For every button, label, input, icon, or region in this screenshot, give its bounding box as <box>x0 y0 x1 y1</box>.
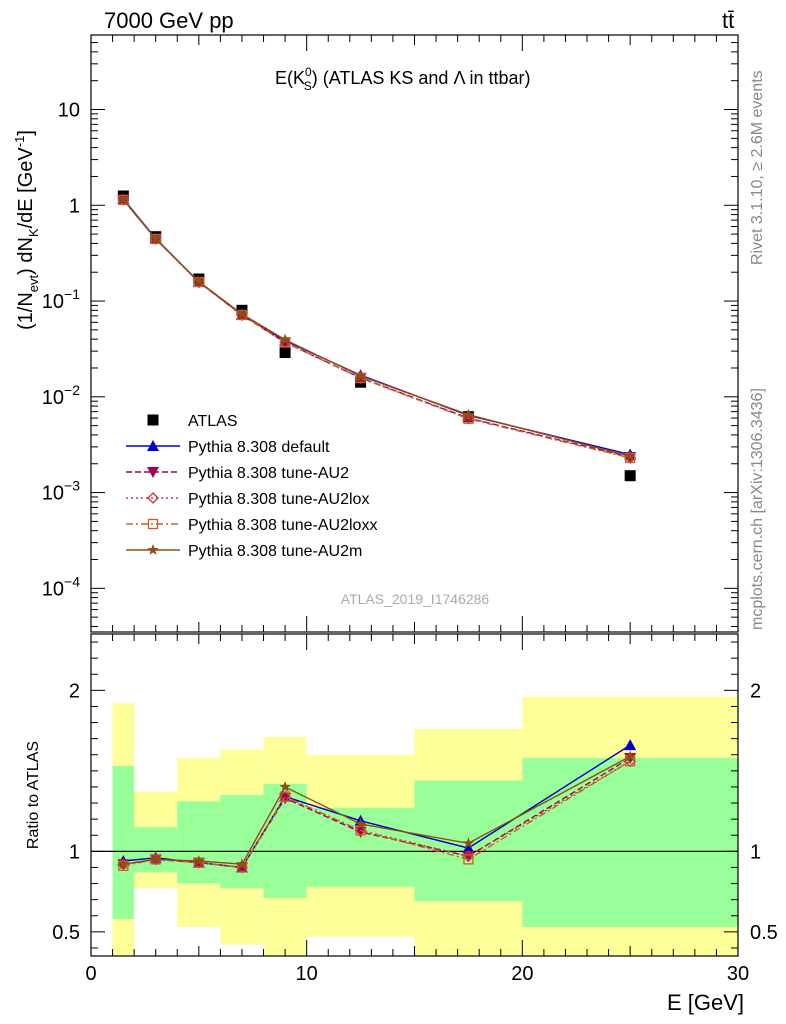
legend-label-AU2lox: Pythia 8.308 tune-AU2lox <box>188 491 369 508</box>
data-point-AU2m <box>462 408 475 420</box>
uncertainty-band-inner <box>177 801 221 884</box>
y-tick-label: 10−1 <box>42 286 80 313</box>
mcplots-label: mcplots.cern.ch [arXiv:1306.3436] <box>749 388 766 630</box>
ratio-panel: 0.5 0.51 12 20 10 20 30 Ratio to ATLAS E [GeV] <box>25 633 778 1015</box>
ratio-point-AU2 <box>279 793 292 805</box>
ratio-point-AU2m <box>462 837 475 849</box>
ratio-point-AU2loxx <box>463 854 474 865</box>
legend-label-atlas: ATLAS <box>188 413 238 430</box>
ratio-y-tick-label-right: 1 <box>750 841 761 863</box>
legend-label-AU2m: Pythia 8.308 tune-AU2m <box>188 543 362 560</box>
data-point-AU2m <box>149 232 162 244</box>
y-axis-label: (1/Nevt) dNK/dE [GeV-1] <box>12 130 41 330</box>
ratio-y-tick-label-right: 2 <box>750 680 761 702</box>
legend-marker-AU2m <box>147 544 159 555</box>
x-tick-label: 10 <box>296 963 318 985</box>
ratio-point-AU2m <box>354 817 367 829</box>
legend-label-AU2loxx: Pythia 8.308 tune-AU2loxx <box>188 517 377 534</box>
header-energy-label: 7000 GeV pp <box>104 8 234 33</box>
ratio-y-tick-label-left: 0.5 <box>52 922 80 944</box>
y-tick-label: 10−4 <box>42 573 80 600</box>
data-point-AU2m <box>279 333 291 345</box>
ratio-y-tick-label-left: 2 <box>69 680 80 702</box>
legend-marker-AU2lox <box>147 492 159 504</box>
legend-label-default: Pythia 8.308 default <box>188 439 330 456</box>
chart-title: E(K0 S) (ATLAS KS and Λ in ttbar) <box>275 65 531 93</box>
uncertainty-band-inner <box>134 827 178 873</box>
uncertainty-band-inner <box>522 757 738 928</box>
ratio-point-AU2m <box>279 780 291 792</box>
ratio-point-AU2m <box>624 750 636 762</box>
legend: ATLAS Pythia 8.308 default Pythia 8.308 tu… <box>126 413 377 560</box>
x-axis-label: E [GeV] <box>667 990 744 1015</box>
ratio-point-default <box>624 739 637 751</box>
data-point-AU2m <box>236 308 248 319</box>
y-tick-label: 10−2 <box>42 382 80 409</box>
y-tick-label: 10 <box>58 100 80 122</box>
ratio-point-default <box>462 842 475 854</box>
header-process-label: tt̄ <box>722 8 734 33</box>
data-point-AU2m <box>193 275 205 287</box>
ratio-point-AU2m <box>117 858 130 870</box>
y-tick-label: 1 <box>69 195 80 217</box>
legend-marker-AU2 <box>147 467 159 478</box>
uncertainty-band-inner <box>112 766 135 919</box>
data-point-atlas <box>624 470 636 482</box>
legend-marker-AU2loxx <box>147 518 159 530</box>
ratio-y-axis-label: Ratio to ATLAS <box>25 741 42 849</box>
data-point-AU2m <box>117 193 130 205</box>
x-tick-label: 30 <box>727 963 749 985</box>
analysis-watermark: ATLAS_2019_I1746286 <box>341 591 490 607</box>
x-tick-label: 20 <box>511 963 533 985</box>
main-plot-area <box>91 35 738 632</box>
data-point-atlas <box>279 347 291 359</box>
ratio-point-AU2m <box>236 858 248 870</box>
main-panel: 10−4 10−3 10−2 10−1 1 10 E(K0 S) (ATLAS KS and… <box>12 34 739 633</box>
ratio-point-AU2loxx <box>279 791 291 802</box>
ratio-point-AU2m <box>193 855 205 866</box>
rivet-version-label: Rivet 3.1.10, ≥ 2.6M events <box>749 70 766 265</box>
ratio-y-tick-label-left: 1 <box>69 841 80 863</box>
data-point-AU2m <box>624 450 636 462</box>
legend-label-AU2: Pythia 8.308 tune-AU2 <box>188 465 349 482</box>
ratio-y-tick-label-right: 0.5 <box>750 922 778 944</box>
ratio-line-AU2m <box>123 755 631 865</box>
ratio-point-AU2m <box>149 853 162 865</box>
series-line-AU2m <box>122 199 631 457</box>
y-tick-label: 10−3 <box>42 478 80 505</box>
legend-marker-atlas <box>147 414 159 426</box>
x-tick-label: 0 <box>85 963 96 985</box>
ratio-point-AU2 <box>354 827 367 839</box>
legend-marker-default <box>147 440 159 451</box>
data-point-AU2m <box>354 369 367 381</box>
